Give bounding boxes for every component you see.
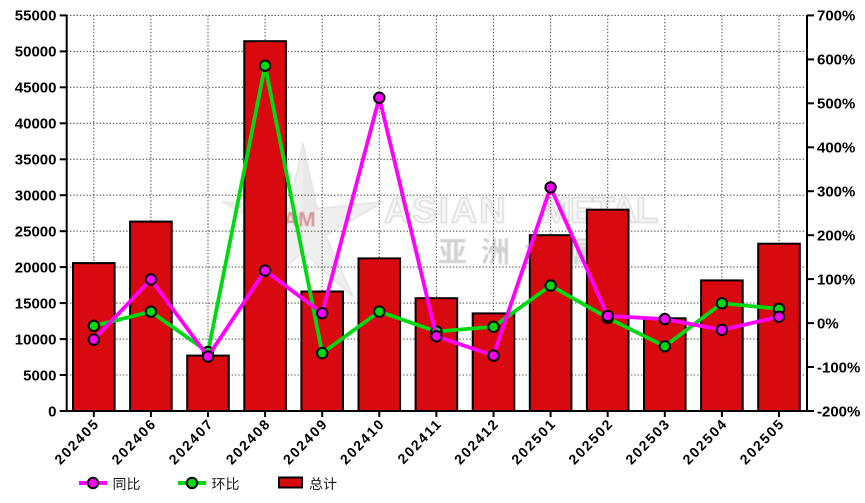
svg-text:0%: 0% [817,315,839,332]
svg-text:15000: 15000 [15,295,57,312]
svg-text:45000: 45000 [15,80,57,97]
svg-text:600%: 600% [817,52,855,69]
svg-text:0: 0 [48,403,56,420]
svg-text:500%: 500% [817,96,855,113]
svg-text:35000: 35000 [15,152,57,169]
svg-text:-100%: -100% [817,359,860,376]
svg-text:25000: 25000 [15,224,57,241]
svg-text:AM: AM [283,209,316,232]
svg-text:300%: 300% [817,184,855,201]
svg-text:30000: 30000 [15,188,57,205]
svg-text:50000: 50000 [15,44,57,61]
svg-text:-200%: -200% [817,403,860,420]
svg-text:400%: 400% [817,140,855,157]
svg-text:55000: 55000 [15,8,57,25]
svg-text:20000: 20000 [15,259,57,276]
svg-text:700%: 700% [817,8,855,25]
svg-text:40000: 40000 [15,116,57,133]
svg-text:100%: 100% [817,271,855,288]
svg-text:200%: 200% [817,228,855,245]
svg-text:10000: 10000 [15,331,57,348]
svg-text:5000: 5000 [23,367,56,384]
